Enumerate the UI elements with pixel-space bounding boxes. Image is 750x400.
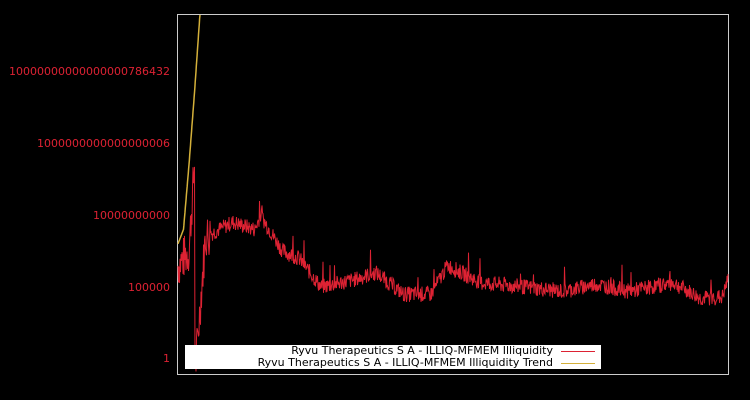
y-tick-label: 100000	[128, 281, 170, 294]
legend-label: Ryvu Therapeutics S A - ILLIQ-MFMEM Illi…	[291, 344, 553, 357]
legend-swatch-gold	[561, 362, 595, 364]
legend-item-trend: Ryvu Therapeutics S A - ILLIQ-MFMEM Illi…	[258, 357, 595, 369]
legend-swatch-red	[561, 350, 595, 352]
legend-label: Ryvu Therapeutics S A - ILLIQ-MFMEM Illi…	[257, 356, 553, 369]
illiquidity-series	[177, 166, 729, 372]
illiquidity-trend-series	[177, 14, 201, 245]
y-tick-label: 1000000000000000006	[37, 137, 170, 150]
y-tick-label: 10000000000000000786432	[9, 65, 170, 78]
legend: Ryvu Therapeutics S A - ILLIQ-MFMEM Illi…	[185, 345, 601, 369]
plot-frame	[177, 14, 729, 375]
legend-item-illiquidity: Ryvu Therapeutics S A - ILLIQ-MFMEM Illi…	[291, 345, 595, 357]
y-tick-label: 1	[163, 352, 170, 365]
y-tick-label: 10000000000	[93, 209, 170, 222]
